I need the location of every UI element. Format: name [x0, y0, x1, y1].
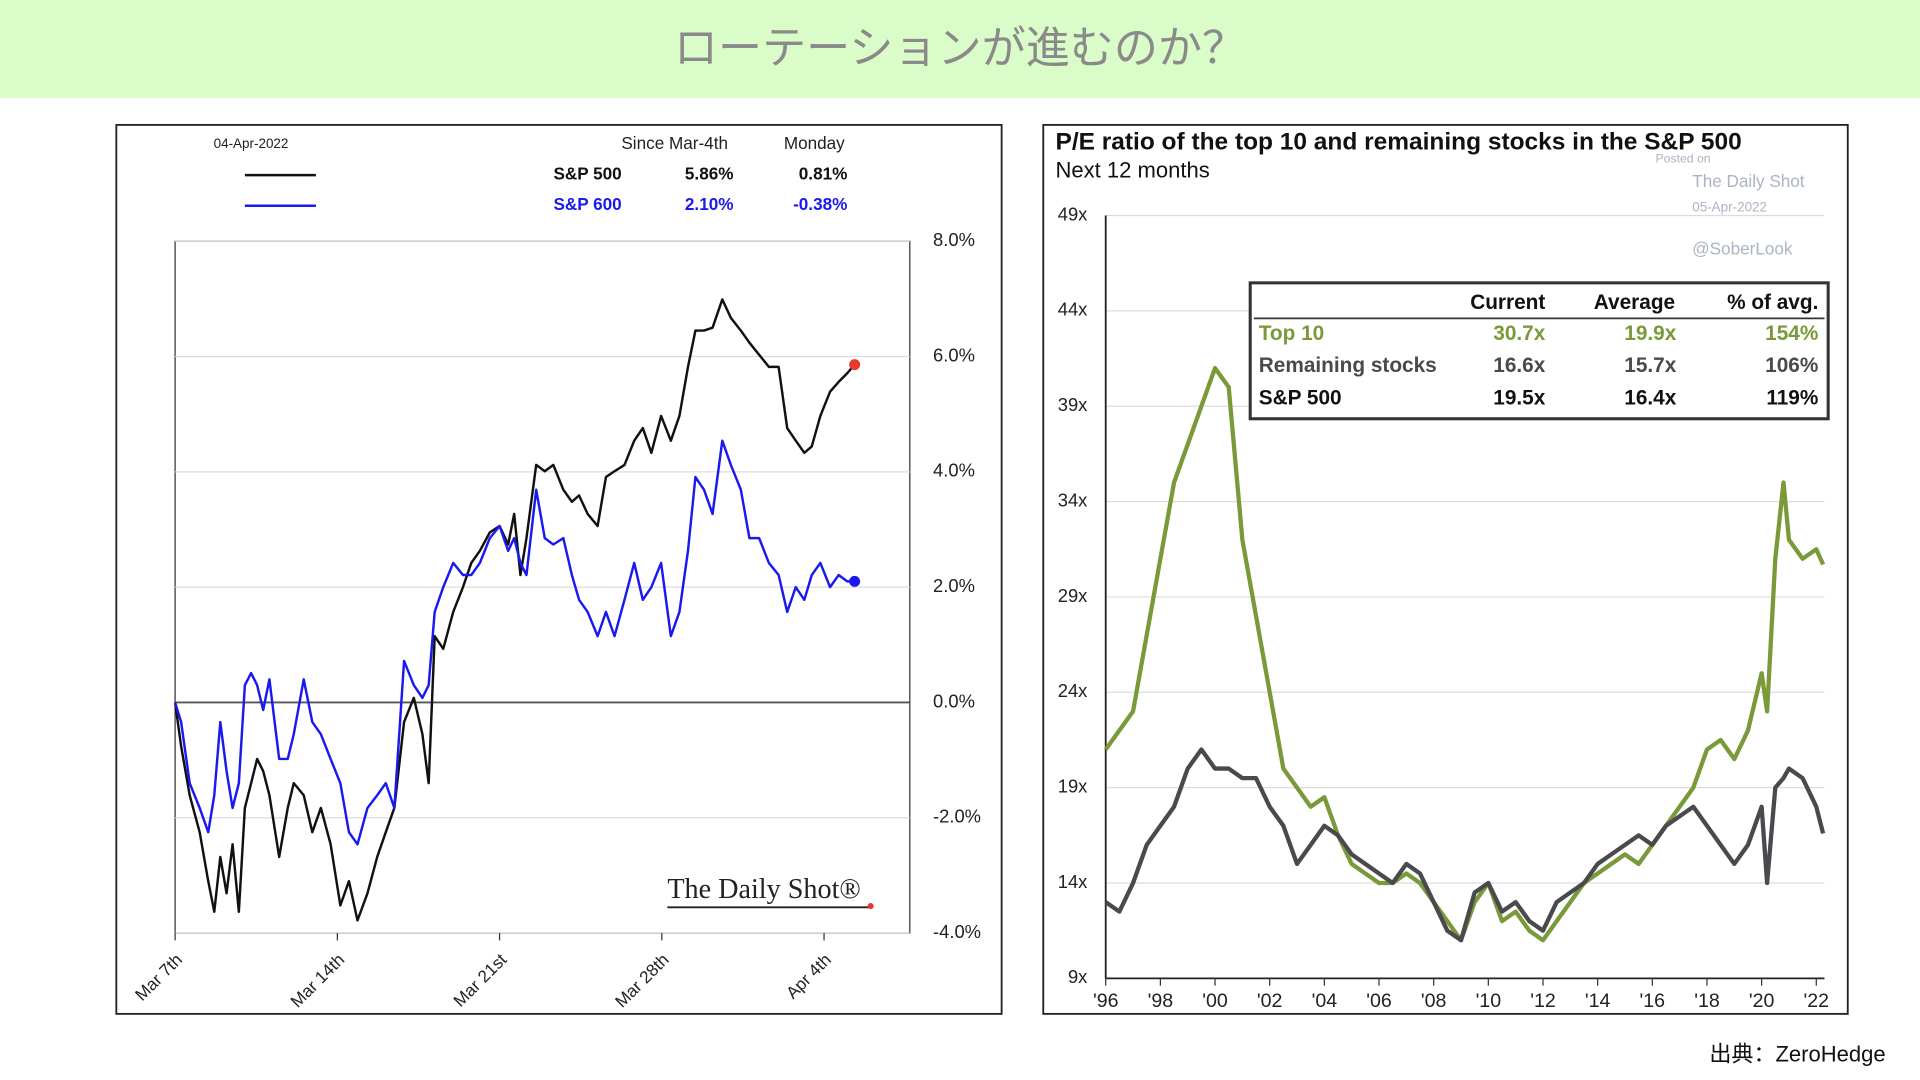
series-line [173, 439, 855, 846]
series-line [1103, 365, 1826, 943]
left-panel [115, 123, 1003, 1015]
brand: The Daily Shot® [667, 874, 860, 905]
y-tick-label: 0.0% [933, 690, 975, 711]
chart-title: P/E ratio of the top 10 and remaining st… [1056, 129, 1742, 156]
end-marker [849, 359, 861, 371]
table-row-label: Remaining stocks [1259, 354, 1437, 377]
table-cell: 30.7x [1493, 322, 1545, 345]
x-tick-label: '98 [1148, 990, 1174, 1012]
slide-title: ローテーションが進むのか？ [674, 24, 1246, 73]
legend-name: S&P 500 [553, 164, 621, 184]
legend-stat: -0.38% [793, 194, 847, 214]
y-tick-label: 9x [1068, 966, 1087, 987]
x-tick-label: '96 [1093, 990, 1119, 1012]
table-header: Current [1470, 291, 1545, 314]
table-cell: 106% [1765, 354, 1818, 377]
table-row-label: Top 10 [1259, 322, 1324, 345]
legend-header: Monday [784, 133, 845, 153]
x-tick-label: '20 [1749, 990, 1775, 1012]
x-tick-label: '00 [1202, 990, 1228, 1012]
y-tick-label: 39x [1058, 394, 1088, 415]
y-tick-label: 4.0% [933, 460, 975, 481]
end-marker [849, 575, 861, 587]
table-cell: 15.7x [1624, 354, 1676, 377]
title-bar [0, 0, 1920, 98]
right-panel [1042, 123, 1849, 1015]
brand-dot [867, 903, 874, 910]
watermark: @SoberLook [1692, 238, 1793, 258]
y-tick-label: -2.0% [933, 806, 981, 827]
table-cell: 119% [1766, 387, 1818, 410]
y-tick-label: 8.0% [933, 229, 975, 250]
table-cell: 16.6x [1493, 354, 1545, 377]
table-header: % of avg. [1727, 291, 1818, 314]
table-cell: 19.9x [1624, 322, 1676, 345]
x-tick-label: '02 [1257, 990, 1283, 1012]
y-tick-label: 44x [1058, 299, 1088, 320]
watermark: Posted on [1656, 151, 1711, 165]
legend-stat: 5.86% [685, 164, 734, 184]
x-tick-label: '10 [1476, 990, 1502, 1012]
watermark: 05-Apr-2022 [1692, 200, 1767, 215]
legend-stat: 2.10% [685, 194, 734, 214]
y-tick-label: 6.0% [933, 344, 975, 365]
legend-name: S&P 600 [553, 194, 621, 214]
x-tick-label: '12 [1530, 990, 1556, 1012]
legend-date: 04-Apr-2022 [214, 136, 289, 151]
x-tick-label: '06 [1366, 990, 1392, 1012]
source: 出典：ZeroHedge [1709, 1041, 1885, 1066]
watermark: The Daily Shot [1692, 171, 1805, 191]
y-tick-label: 14x [1058, 871, 1088, 892]
y-tick-label: 29x [1058, 585, 1088, 606]
y-tick-label: 34x [1058, 489, 1088, 510]
y-tick-label: 49x [1058, 203, 1088, 224]
chart-subtitle: Next 12 months [1056, 157, 1210, 182]
table-row-label: S&P 500 [1259, 387, 1342, 410]
x-tick-label: '18 [1694, 990, 1720, 1012]
y-tick-label: -4.0% [933, 921, 981, 942]
table-cell: 19.5x [1493, 387, 1545, 410]
x-tick-label: '16 [1640, 990, 1666, 1012]
x-tick-label: '14 [1585, 990, 1611, 1012]
table-cell: 16.4x [1624, 387, 1676, 410]
x-tick-label: '04 [1312, 990, 1338, 1012]
series-line [1104, 747, 1826, 943]
legend-stat: 0.81% [799, 164, 848, 184]
x-tick-label: '08 [1421, 990, 1447, 1012]
legend-header: Since Mar-4th [621, 133, 728, 153]
stats-table [1248, 281, 1830, 421]
y-tick-label: 24x [1058, 680, 1088, 701]
y-tick-label: 19x [1058, 775, 1088, 796]
table-cell: 154% [1765, 322, 1818, 345]
y-tick-label: 2.0% [933, 575, 975, 596]
x-tick-label: '22 [1804, 990, 1830, 1012]
table-header: Average [1594, 291, 1675, 314]
